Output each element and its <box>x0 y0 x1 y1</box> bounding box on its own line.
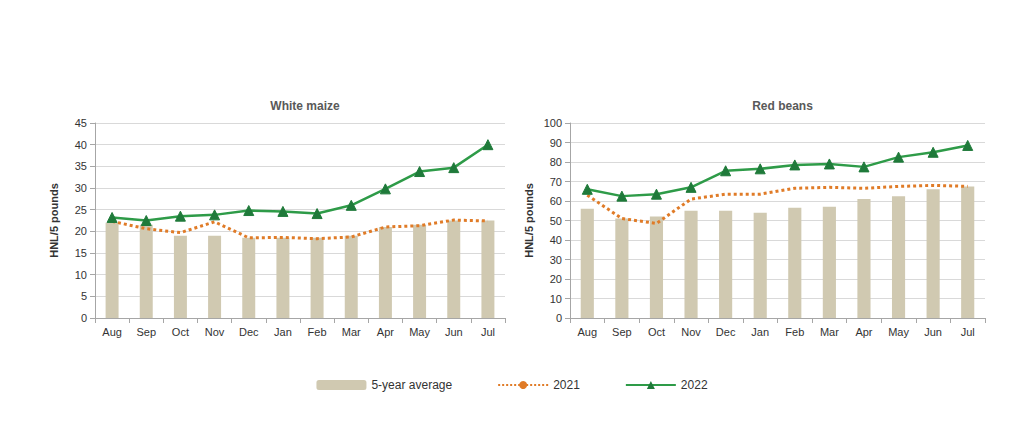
svg-text:2022: 2022 <box>681 378 708 392</box>
svg-text:0: 0 <box>556 312 562 324</box>
svg-text:45: 45 <box>75 117 87 129</box>
svg-text:0: 0 <box>81 312 87 324</box>
svg-text:Jan: Jan <box>274 326 292 338</box>
svg-text:10: 10 <box>550 293 562 305</box>
svg-text:Apr: Apr <box>377 326 394 338</box>
svg-text:Feb: Feb <box>308 326 327 338</box>
svg-text:Jul: Jul <box>481 326 495 338</box>
svg-text:20: 20 <box>550 273 562 285</box>
svg-text:Apr: Apr <box>855 326 872 338</box>
svg-text:Jun: Jun <box>445 326 463 338</box>
svg-text:May: May <box>409 326 430 338</box>
svg-text:30: 30 <box>75 182 87 194</box>
svg-text:40: 40 <box>550 234 562 246</box>
svg-text:80: 80 <box>550 156 562 168</box>
svg-text:35: 35 <box>75 160 87 172</box>
svg-text:50: 50 <box>550 215 562 227</box>
svg-text:5: 5 <box>81 290 87 302</box>
svg-text:20: 20 <box>75 225 87 237</box>
svg-text:Nov: Nov <box>681 326 701 338</box>
svg-text:Mar: Mar <box>342 326 361 338</box>
svg-text:Oct: Oct <box>172 326 189 338</box>
svg-text:May: May <box>888 326 909 338</box>
svg-text:Aug: Aug <box>578 326 598 338</box>
svg-text:60: 60 <box>550 195 562 207</box>
svg-text:Aug: Aug <box>102 326 122 338</box>
svg-text:5-year average: 5-year average <box>371 378 452 392</box>
svg-text:Sep: Sep <box>612 326 632 338</box>
svg-text:Jan: Jan <box>751 326 769 338</box>
svg-text:White maize: White maize <box>270 99 340 113</box>
svg-text:Red beans: Red beans <box>752 99 813 113</box>
svg-text:90: 90 <box>550 137 562 149</box>
svg-text:HNL/5 pounds: HNL/5 pounds <box>523 183 535 258</box>
svg-text:Nov: Nov <box>205 326 225 338</box>
svg-text:HNL/5 pounds: HNL/5 pounds <box>48 183 60 258</box>
svg-text:25: 25 <box>75 204 87 216</box>
svg-text:100: 100 <box>544 117 562 129</box>
svg-text:Oct: Oct <box>648 326 665 338</box>
svg-text:Jun: Jun <box>924 326 942 338</box>
svg-text:40: 40 <box>75 139 87 151</box>
svg-text:Jul: Jul <box>961 326 975 338</box>
svg-text:Sep: Sep <box>136 326 156 338</box>
svg-text:10: 10 <box>75 269 87 281</box>
svg-text:15: 15 <box>75 247 87 259</box>
svg-text:Dec: Dec <box>239 326 259 338</box>
svg-text:Feb: Feb <box>785 326 804 338</box>
svg-text:70: 70 <box>550 176 562 188</box>
svg-text:Dec: Dec <box>716 326 736 338</box>
svg-text:30: 30 <box>550 254 562 266</box>
svg-text:2021: 2021 <box>553 378 580 392</box>
svg-text:Mar: Mar <box>820 326 839 338</box>
